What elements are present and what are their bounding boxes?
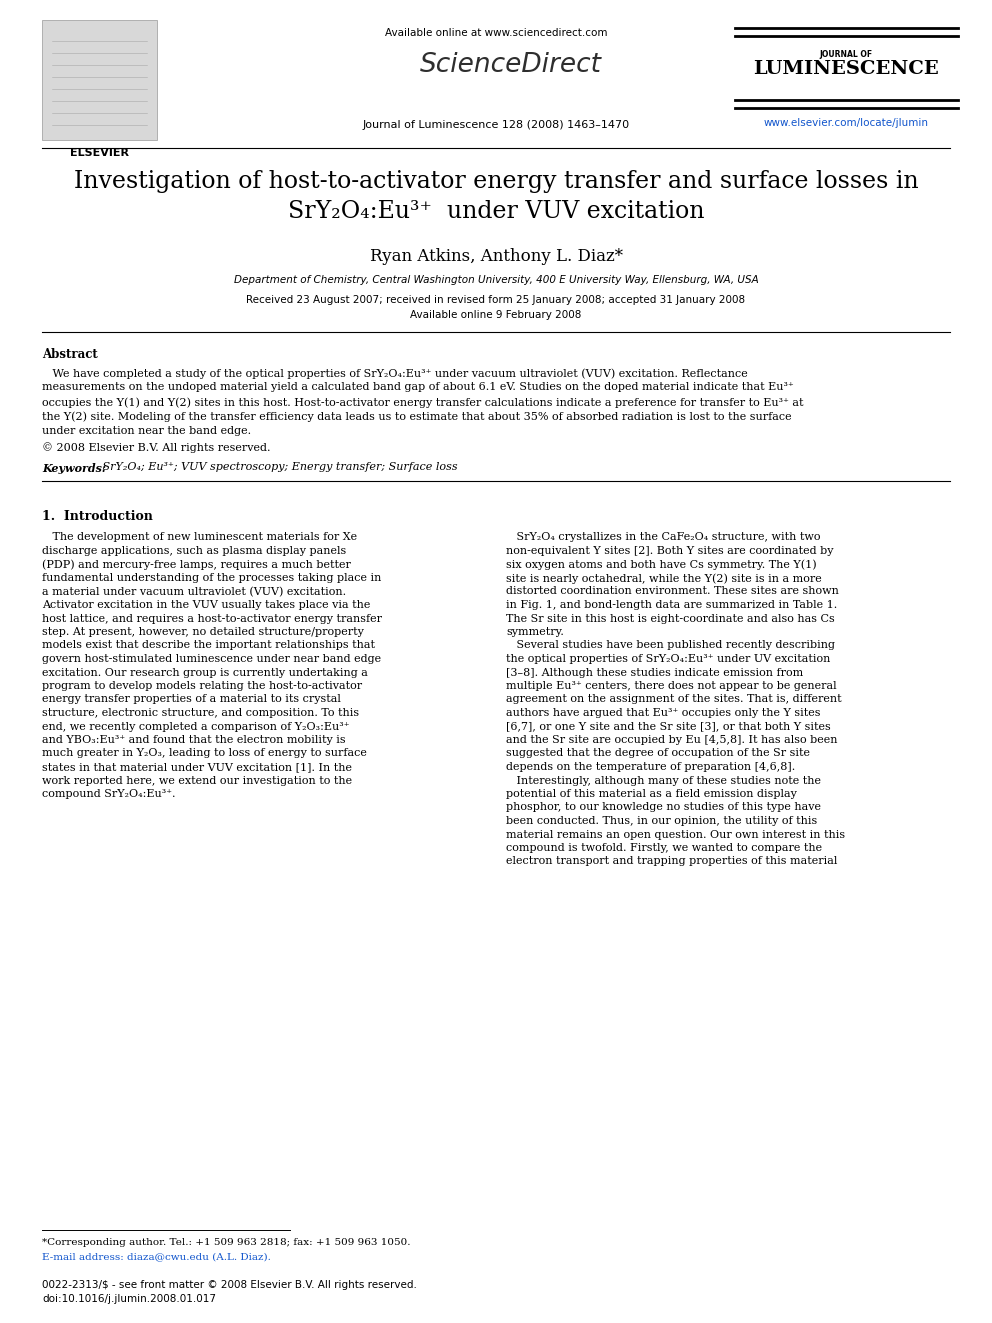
Text: www.elsevier.com/locate/jlumin: www.elsevier.com/locate/jlumin: [764, 118, 929, 128]
Text: and YBO₃:Eu³⁺ and found that the electron mobility is: and YBO₃:Eu³⁺ and found that the electro…: [42, 736, 345, 745]
Text: fundamental understanding of the processes taking place in: fundamental understanding of the process…: [42, 573, 381, 583]
Text: SrY₂O₄; Eu³⁺; VUV spectroscopy; Energy transfer; Surface loss: SrY₂O₄; Eu³⁺; VUV spectroscopy; Energy t…: [99, 463, 457, 472]
Text: electron transport and trapping properties of this material: electron transport and trapping properti…: [506, 856, 837, 867]
Text: host lattice, and requires a host-to-activator energy transfer: host lattice, and requires a host-to-act…: [42, 614, 382, 623]
Text: been conducted. Thus, in our opinion, the utility of this: been conducted. Thus, in our opinion, th…: [506, 816, 817, 826]
Text: Abstract: Abstract: [42, 348, 98, 361]
Text: occupies the Y(1) and Y(2) sites in this host. Host-to-activator energy transfer: occupies the Y(1) and Y(2) sites in this…: [42, 397, 804, 407]
Text: multiple Eu³⁺ centers, there does not appear to be general: multiple Eu³⁺ centers, there does not ap…: [506, 681, 836, 691]
Text: potential of this material as a field emission display: potential of this material as a field em…: [506, 789, 797, 799]
Text: Available online 9 February 2008: Available online 9 February 2008: [411, 310, 581, 320]
Text: agreement on the assignment of the sites. That is, different: agreement on the assignment of the sites…: [506, 695, 841, 705]
Text: under excitation near the band edge.: under excitation near the band edge.: [42, 426, 251, 437]
Text: in Fig. 1, and bond-length data are summarized in Table 1.: in Fig. 1, and bond-length data are summ…: [506, 601, 837, 610]
Text: Activator excitation in the VUV usually takes place via the: Activator excitation in the VUV usually …: [42, 601, 370, 610]
Text: models exist that describe the important relationships that: models exist that describe the important…: [42, 640, 375, 651]
Text: SrY₂O₄ crystallizes in the CaFe₂O₄ structure, with two: SrY₂O₄ crystallizes in the CaFe₂O₄ struc…: [506, 532, 820, 542]
Text: non-equivalent Y sites [2]. Both Y sites are coordinated by: non-equivalent Y sites [2]. Both Y sites…: [506, 546, 833, 556]
Text: material remains an open question. Our own interest in this: material remains an open question. Our o…: [506, 830, 845, 840]
Text: E-mail address: diaza@cwu.edu (A.L. Diaz).: E-mail address: diaza@cwu.edu (A.L. Diaz…: [42, 1252, 271, 1261]
Text: six oxygen atoms and both have Cs symmetry. The Y(1): six oxygen atoms and both have Cs symmet…: [506, 560, 816, 570]
Text: Keywords:: Keywords:: [42, 463, 106, 474]
Text: 0022-2313/$ - see front matter © 2008 Elsevier B.V. All rights reserved.: 0022-2313/$ - see front matter © 2008 El…: [42, 1279, 417, 1290]
Text: program to develop models relating the host-to-activator: program to develop models relating the h…: [42, 681, 362, 691]
Bar: [42, 20, 157, 140]
Text: © 2008 Elsevier B.V. All rights reserved.: © 2008 Elsevier B.V. All rights reserved…: [42, 442, 271, 454]
Text: Journal of Luminescence 128 (2008) 1463–1470: Journal of Luminescence 128 (2008) 1463–…: [362, 120, 630, 130]
Text: The development of new luminescent materials for Xe: The development of new luminescent mater…: [42, 532, 357, 542]
Text: ELSEVIER: ELSEVIER: [70, 148, 129, 157]
Text: Investigation of host-to-activator energy transfer and surface losses in: Investigation of host-to-activator energ…: [73, 169, 919, 193]
Text: [6,7], or one Y site and the Sr site [3], or that both Y sites: [6,7], or one Y site and the Sr site [3]…: [506, 721, 830, 732]
Text: Received 23 August 2007; received in revised form 25 January 2008; accepted 31 J: Received 23 August 2007; received in rev…: [246, 295, 746, 306]
Text: LUMINESCENCE: LUMINESCENCE: [753, 60, 938, 78]
Text: energy transfer properties of a material to its crystal: energy transfer properties of a material…: [42, 695, 341, 705]
Text: authors have argued that Eu³⁺ occupies only the Y sites: authors have argued that Eu³⁺ occupies o…: [506, 708, 820, 718]
Text: a material under vacuum ultraviolet (VUV) excitation.: a material under vacuum ultraviolet (VUV…: [42, 586, 346, 597]
Text: the Y(2) site. Modeling of the transfer efficiency data leads us to estimate tha: the Y(2) site. Modeling of the transfer …: [42, 411, 792, 422]
Text: much greater in Y₂O₃, leading to loss of energy to surface: much greater in Y₂O₃, leading to loss of…: [42, 749, 367, 758]
Text: discharge applications, such as plasma display panels: discharge applications, such as plasma d…: [42, 546, 346, 556]
Text: JOURNAL OF: JOURNAL OF: [819, 50, 873, 60]
Text: (PDP) and mercury-free lamps, requires a much better: (PDP) and mercury-free lamps, requires a…: [42, 560, 351, 570]
Text: site is nearly octahedral, while the Y(2) site is in a more: site is nearly octahedral, while the Y(2…: [506, 573, 821, 583]
Text: excitation. Our research group is currently undertaking a: excitation. Our research group is curren…: [42, 668, 368, 677]
Text: symmetry.: symmetry.: [506, 627, 563, 636]
Text: compound is twofold. Firstly, we wanted to compare the: compound is twofold. Firstly, we wanted …: [506, 843, 822, 853]
Text: SrY₂O₄:Eu³⁺  under VUV excitation: SrY₂O₄:Eu³⁺ under VUV excitation: [288, 200, 704, 224]
Text: phosphor, to our knowledge no studies of this type have: phosphor, to our knowledge no studies of…: [506, 803, 821, 812]
Text: compound SrY₂O₄:Eu³⁺.: compound SrY₂O₄:Eu³⁺.: [42, 789, 176, 799]
Text: [3–8]. Although these studies indicate emission from: [3–8]. Although these studies indicate e…: [506, 668, 804, 677]
Text: The Sr site in this host is eight-coordinate and also has Cs: The Sr site in this host is eight-coordi…: [506, 614, 834, 623]
Text: ScienceDirect: ScienceDirect: [420, 52, 602, 78]
Text: Interestingly, although many of these studies note the: Interestingly, although many of these st…: [506, 775, 821, 786]
Text: depends on the temperature of preparation [4,6,8].: depends on the temperature of preparatio…: [506, 762, 796, 773]
Text: doi:10.1016/j.jlumin.2008.01.017: doi:10.1016/j.jlumin.2008.01.017: [42, 1294, 216, 1304]
Text: suggested that the degree of occupation of the Sr site: suggested that the degree of occupation …: [506, 749, 810, 758]
Text: We have completed a study of the optical properties of SrY₂O₄:Eu³⁺ under vacuum : We have completed a study of the optical…: [42, 368, 748, 378]
Text: *Corresponding author. Tel.: +1 509 963 2818; fax: +1 509 963 1050.: *Corresponding author. Tel.: +1 509 963 …: [42, 1238, 411, 1248]
Text: and the Sr site are occupied by Eu [4,5,8]. It has also been: and the Sr site are occupied by Eu [4,5,…: [506, 736, 837, 745]
Text: Several studies have been published recently describing: Several studies have been published rece…: [506, 640, 835, 651]
Text: work reported here, we extend our investigation to the: work reported here, we extend our invest…: [42, 775, 352, 786]
Text: step. At present, however, no detailed structure/property: step. At present, however, no detailed s…: [42, 627, 364, 636]
Text: Department of Chemistry, Central Washington University, 400 E University Way, El: Department of Chemistry, Central Washing…: [234, 275, 758, 284]
Text: 1.  Introduction: 1. Introduction: [42, 511, 153, 524]
Text: the optical properties of SrY₂O₄:Eu³⁺ under UV excitation: the optical properties of SrY₂O₄:Eu³⁺ un…: [506, 654, 830, 664]
Text: distorted coordination environment. These sites are shown: distorted coordination environment. Thes…: [506, 586, 839, 597]
Text: end, we recently completed a comparison of Y₂O₃:Eu³⁺: end, we recently completed a comparison …: [42, 721, 349, 732]
Text: Available online at www.sciencedirect.com: Available online at www.sciencedirect.co…: [385, 28, 607, 38]
Text: states in that material under VUV excitation [1]. In the: states in that material under VUV excita…: [42, 762, 352, 773]
Text: Ryan Atkins, Anthony L. Diaz*: Ryan Atkins, Anthony L. Diaz*: [369, 247, 623, 265]
Text: measurements on the undoped material yield a calculated band gap of about 6.1 eV: measurements on the undoped material yie…: [42, 382, 794, 393]
Text: structure, electronic structure, and composition. To this: structure, electronic structure, and com…: [42, 708, 359, 718]
Text: govern host-stimulated luminescence under near band edge: govern host-stimulated luminescence unde…: [42, 654, 381, 664]
